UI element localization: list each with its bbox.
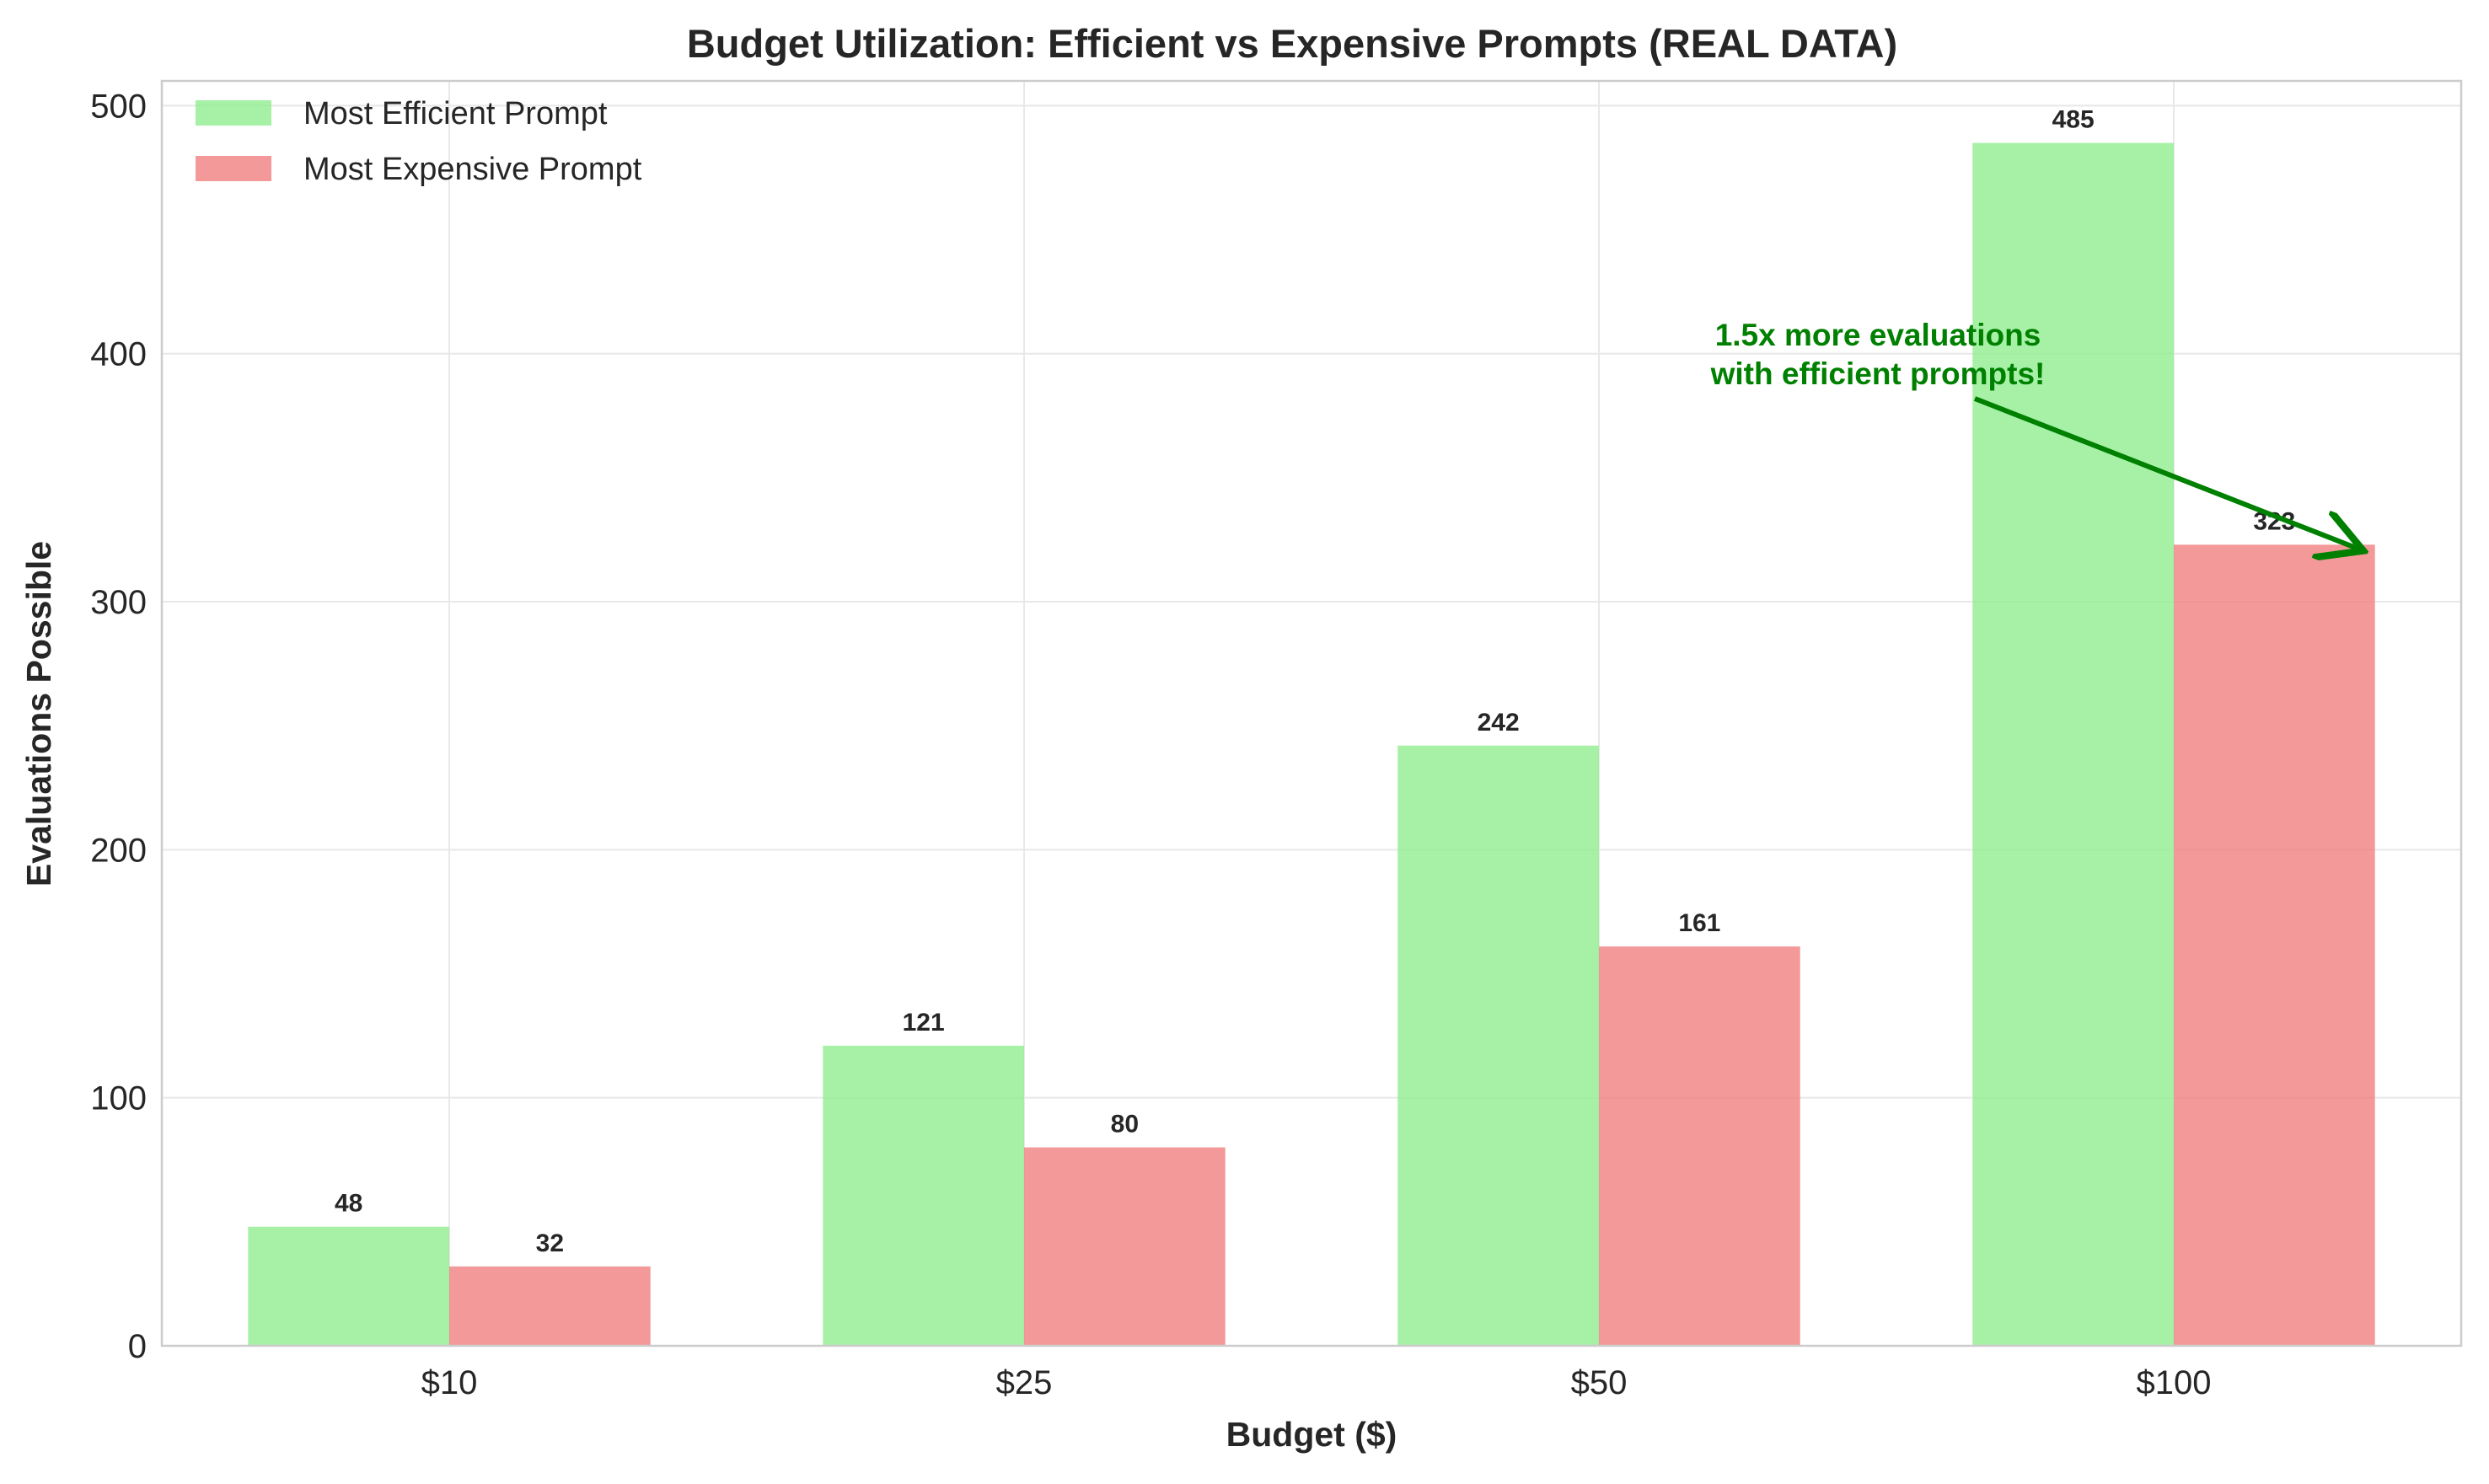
y-tick-label: 300 xyxy=(90,584,147,621)
bar xyxy=(1397,745,1599,1346)
bar-value-label: 80 xyxy=(1111,1111,1139,1138)
bar xyxy=(248,1226,449,1346)
legend-label: Most Efficient Prompt xyxy=(303,96,608,131)
legend: Most Efficient Prompt Most Expensive Prom… xyxy=(196,96,642,187)
axes: 0 100 200 300 400 500 $10 $25 $50 $100 xyxy=(90,79,2463,1401)
bar-value-label: 48 xyxy=(335,1190,362,1218)
annotation: 1.5x more evaluations with efficient prom… xyxy=(1710,318,2359,549)
y-tick-label: 100 xyxy=(90,1080,147,1117)
x-axis-label: Budget ($) xyxy=(1226,1415,1397,1454)
bar-value-label: 161 xyxy=(1678,909,1720,937)
bar-value-label: 485 xyxy=(2052,106,2095,134)
plot-frame xyxy=(160,79,2463,1347)
bar xyxy=(2174,544,2375,1346)
bar xyxy=(823,1045,1024,1346)
x-tick-label: $50 xyxy=(1571,1364,1628,1401)
y-axis-label: Evaluations Possible xyxy=(19,541,58,887)
bar-value-label: 121 xyxy=(903,1009,945,1037)
bar-value-label: 242 xyxy=(1478,709,1520,737)
bar-value-label: 32 xyxy=(536,1230,564,1257)
bar xyxy=(1024,1147,1226,1346)
legend-swatch xyxy=(196,156,271,181)
legend-swatch xyxy=(196,100,271,126)
y-tick-label: 500 xyxy=(90,88,147,125)
y-tick-label: 0 xyxy=(128,1328,147,1365)
legend-label: Most Expensive Prompt xyxy=(303,152,642,187)
annotation-line: with efficient prompts! xyxy=(1710,356,2046,391)
bar xyxy=(1972,142,2174,1347)
y-tick-label: 400 xyxy=(90,336,147,373)
x-tick-label: $25 xyxy=(996,1364,1053,1401)
bars-group xyxy=(248,142,2375,1347)
bar xyxy=(449,1266,651,1346)
x-tick-label: $10 xyxy=(421,1364,478,1401)
chart-title: Budget Utilization: Efficient vs Expensi… xyxy=(687,21,1897,66)
bar xyxy=(1599,946,1800,1346)
annotation-text: 1.5x more evaluations with efficient prom… xyxy=(1710,318,2046,391)
annotation-arrow xyxy=(1973,396,2358,549)
x-tick-label: $100 xyxy=(2137,1364,2212,1401)
y-tick-label: 200 xyxy=(90,832,147,869)
annotation-line: 1.5x more evaluations xyxy=(1715,318,2041,352)
